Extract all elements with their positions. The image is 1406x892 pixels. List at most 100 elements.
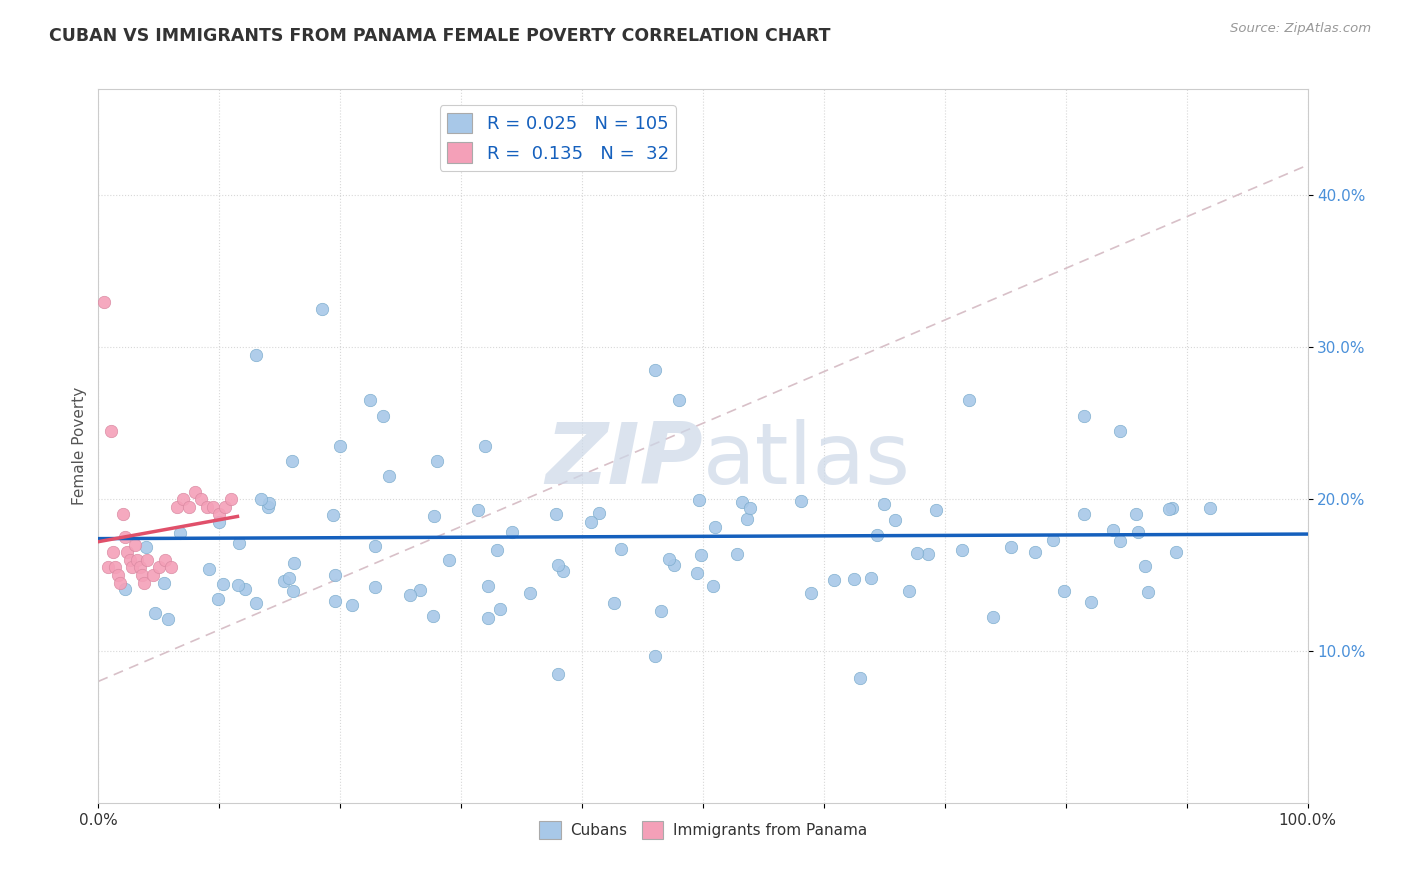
- Point: [311, 302, 333, 317]
- Point: [950, 543, 973, 558]
- Point: [859, 570, 882, 584]
- Point: [917, 547, 939, 561]
- Point: [107, 568, 129, 582]
- Legend: Cubans, Immigrants from Panama: Cubans, Immigrants from Panama: [533, 815, 873, 845]
- Point: [257, 496, 280, 510]
- Point: [323, 594, 346, 608]
- Point: [842, 572, 865, 586]
- Point: [131, 568, 153, 582]
- Point: [135, 540, 157, 554]
- Point: [172, 492, 194, 507]
- Point: [725, 547, 748, 561]
- Point: [650, 604, 672, 618]
- Point: [735, 512, 758, 526]
- Text: CUBAN VS IMMIGRANTS FROM PANAMA FEMALE POVERTY CORRELATION CHART: CUBAN VS IMMIGRANTS FROM PANAMA FEMALE P…: [49, 27, 831, 45]
- Point: [547, 558, 569, 573]
- Point: [897, 584, 920, 599]
- Point: [544, 507, 567, 521]
- Point: [1073, 508, 1095, 522]
- Point: [212, 576, 235, 591]
- Point: [360, 393, 382, 408]
- Point: [208, 515, 231, 529]
- Point: [1101, 523, 1123, 537]
- Point: [250, 492, 273, 507]
- Point: [166, 500, 188, 514]
- Point: [195, 500, 218, 514]
- Point: [1199, 501, 1222, 516]
- Point: [1080, 595, 1102, 609]
- Text: Source: ZipAtlas.com: Source: ZipAtlas.com: [1230, 22, 1371, 36]
- Point: [644, 648, 666, 663]
- Point: [588, 506, 610, 520]
- Point: [363, 581, 385, 595]
- Point: [603, 596, 626, 610]
- Point: [97, 560, 120, 574]
- Point: [128, 560, 150, 574]
- Point: [148, 560, 170, 574]
- Y-axis label: Female Poverty: Female Poverty: [72, 387, 87, 505]
- Point: [1000, 540, 1022, 554]
- Point: [342, 599, 364, 613]
- Point: [169, 526, 191, 541]
- Point: [689, 549, 711, 563]
- Point: [233, 582, 256, 596]
- Point: [1042, 533, 1064, 547]
- Point: [477, 611, 499, 625]
- Point: [273, 574, 295, 588]
- Point: [688, 492, 710, 507]
- Point: [114, 582, 136, 596]
- Point: [101, 545, 124, 559]
- Point: [179, 500, 201, 514]
- Point: [981, 610, 1004, 624]
- Point: [93, 294, 115, 309]
- Point: [423, 508, 446, 523]
- Point: [256, 500, 278, 514]
- Point: [409, 583, 432, 598]
- Point: [134, 575, 156, 590]
- Point: [477, 578, 499, 592]
- Point: [789, 493, 811, 508]
- Point: [153, 553, 176, 567]
- Point: [322, 508, 344, 523]
- Point: [731, 494, 754, 508]
- Point: [124, 538, 146, 552]
- Text: atlas: atlas: [703, 418, 911, 502]
- Point: [184, 484, 207, 499]
- Point: [142, 568, 165, 582]
- Point: [547, 666, 569, 681]
- Point: [1109, 424, 1132, 438]
- Point: [579, 515, 602, 529]
- Point: [644, 363, 666, 377]
- Point: [152, 575, 174, 590]
- Point: [117, 545, 139, 559]
- Point: [281, 583, 304, 598]
- Point: [740, 501, 762, 516]
- Point: [865, 528, 887, 542]
- Point: [800, 585, 823, 599]
- Point: [422, 609, 444, 624]
- Point: [1125, 507, 1147, 521]
- Point: [111, 508, 134, 522]
- Point: [160, 560, 183, 574]
- Point: [121, 560, 143, 574]
- Point: [100, 424, 122, 438]
- Point: [662, 558, 685, 572]
- Point: [228, 535, 250, 549]
- Point: [135, 553, 157, 567]
- Point: [127, 553, 149, 567]
- Point: [610, 541, 633, 556]
- Point: [474, 439, 496, 453]
- Point: [114, 530, 136, 544]
- Point: [1126, 524, 1149, 539]
- Point: [489, 601, 512, 615]
- Point: [658, 551, 681, 566]
- Point: [1053, 583, 1076, 598]
- Point: [467, 503, 489, 517]
- Point: [329, 439, 352, 453]
- Point: [551, 564, 574, 578]
- Point: [202, 500, 225, 514]
- Point: [214, 500, 236, 514]
- Point: [221, 492, 243, 507]
- Point: [823, 573, 845, 587]
- Point: [143, 606, 166, 620]
